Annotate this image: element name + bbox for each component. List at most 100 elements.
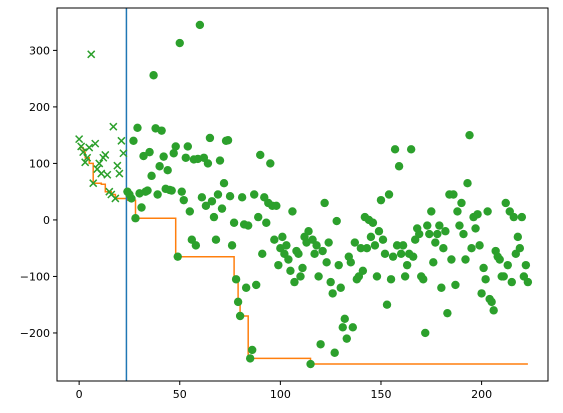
data-point-1-108 bbox=[340, 314, 349, 324]
data-point-0-22 bbox=[119, 149, 128, 158]
data-point-1-74 bbox=[272, 201, 281, 211]
data-point-1-196 bbox=[517, 212, 527, 222]
data-point-1-64 bbox=[252, 280, 261, 290]
data-point-1-169 bbox=[463, 178, 472, 188]
data-point-0-19 bbox=[113, 161, 122, 170]
data-point-1-166 bbox=[457, 198, 466, 208]
data-point-1-43 bbox=[209, 212, 219, 222]
data-point-1-90 bbox=[304, 227, 313, 236]
data-point-1-119 bbox=[362, 243, 372, 253]
data-point-1-164 bbox=[453, 207, 462, 216]
data-point-1-100 bbox=[324, 238, 333, 247]
data-point-0-11 bbox=[97, 169, 106, 178]
x-tick-label-4: 200 bbox=[471, 388, 492, 401]
data-point-1-142 bbox=[408, 252, 418, 261]
data-point-1-61 bbox=[245, 354, 255, 363]
data-point-1-101 bbox=[326, 277, 335, 287]
data-point-1-155 bbox=[435, 221, 444, 230]
data-point-1-36 bbox=[195, 20, 205, 30]
data-point-1-59 bbox=[241, 283, 251, 292]
data-point-1-137 bbox=[398, 241, 408, 250]
data-point-1-12 bbox=[147, 171, 156, 181]
data-point-1-170 bbox=[465, 130, 474, 140]
data-point-1-117 bbox=[358, 266, 368, 275]
data-point-1-173 bbox=[471, 224, 480, 233]
data-point-1-97 bbox=[318, 246, 327, 256]
data-point-1-167 bbox=[459, 229, 468, 239]
data-point-0-8 bbox=[91, 139, 100, 148]
data-point-1-139 bbox=[402, 260, 412, 270]
data-point-1-102 bbox=[328, 289, 337, 298]
data-point-1-93 bbox=[310, 249, 319, 259]
data-point-1-165 bbox=[455, 221, 464, 230]
data-point-1-178 bbox=[481, 275, 490, 284]
data-point-0-3 bbox=[81, 158, 90, 167]
data-point-1-15 bbox=[153, 190, 162, 199]
data-point-1-82 bbox=[288, 207, 297, 216]
data-point-1-28 bbox=[179, 195, 188, 205]
data-point-1-3 bbox=[129, 136, 138, 146]
data-point-1-34 bbox=[191, 241, 201, 250]
data-point-1-124 bbox=[372, 272, 382, 281]
data-point-1-125 bbox=[374, 227, 384, 236]
data-point-1-148 bbox=[421, 328, 430, 338]
data-point-1-75 bbox=[274, 260, 283, 270]
data-point-1-13 bbox=[149, 71, 158, 80]
data-point-1-71 bbox=[266, 159, 275, 168]
data-point-1-24 bbox=[171, 142, 180, 151]
data-point-1-29 bbox=[181, 153, 190, 162]
data-point-1-50 bbox=[223, 136, 233, 145]
data-point-1-96 bbox=[316, 340, 325, 349]
data-point-1-5 bbox=[133, 123, 142, 133]
data-point-1-163 bbox=[451, 280, 460, 290]
data-point-1-57 bbox=[237, 193, 247, 202]
x-tick-label-0: 0 bbox=[76, 388, 83, 401]
data-point-1-41 bbox=[205, 133, 215, 143]
data-point-1-11 bbox=[145, 147, 154, 157]
data-point-1-136 bbox=[396, 249, 406, 259]
data-point-1-152 bbox=[429, 258, 438, 267]
data-point-1-106 bbox=[336, 283, 345, 292]
data-point-1-177 bbox=[479, 263, 488, 273]
data-point-1-188 bbox=[501, 198, 510, 208]
data-point-1-154 bbox=[433, 229, 442, 239]
data-point-1-80 bbox=[284, 255, 293, 264]
data-point-0-5 bbox=[85, 143, 94, 152]
data-point-1-95 bbox=[314, 272, 323, 281]
data-point-1-185 bbox=[495, 255, 504, 264]
data-point-1-60 bbox=[243, 221, 253, 230]
data-point-1-45 bbox=[213, 190, 223, 199]
data-point-0-1 bbox=[77, 142, 86, 151]
data-point-1-27 bbox=[177, 187, 186, 196]
data-point-1-8 bbox=[139, 151, 148, 161]
data-point-1-107 bbox=[338, 323, 347, 332]
data-point-1-168 bbox=[461, 255, 470, 264]
data-point-0-2 bbox=[79, 148, 88, 157]
x-tick-label-3: 150 bbox=[370, 388, 391, 401]
data-point-1-47 bbox=[217, 204, 227, 213]
data-point-1-98 bbox=[320, 198, 329, 208]
data-point-0-4 bbox=[83, 153, 92, 162]
data-point-1-94 bbox=[312, 241, 321, 250]
data-point-1-16 bbox=[155, 162, 164, 171]
data-point-1-199 bbox=[523, 277, 533, 287]
data-point-1-149 bbox=[423, 221, 432, 230]
data-point-0-17 bbox=[109, 122, 118, 131]
data-point-1-121 bbox=[366, 232, 376, 242]
data-point-1-73 bbox=[270, 235, 279, 244]
data-point-1-48 bbox=[219, 178, 229, 188]
data-point-1-20 bbox=[163, 165, 172, 175]
data-point-1-31 bbox=[185, 207, 195, 216]
data-point-1-53 bbox=[229, 218, 239, 227]
data-point-1-128 bbox=[380, 249, 390, 259]
data-point-1-2 bbox=[127, 194, 136, 203]
data-point-0-0 bbox=[75, 135, 84, 144]
data-point-1-87 bbox=[298, 263, 307, 273]
data-point-1-81 bbox=[286, 266, 295, 275]
data-point-1-85 bbox=[294, 249, 303, 259]
data-point-1-17 bbox=[157, 126, 166, 135]
data-point-1-103 bbox=[330, 348, 339, 357]
data-point-1-147 bbox=[419, 275, 428, 284]
data-point-0-21 bbox=[117, 136, 126, 145]
